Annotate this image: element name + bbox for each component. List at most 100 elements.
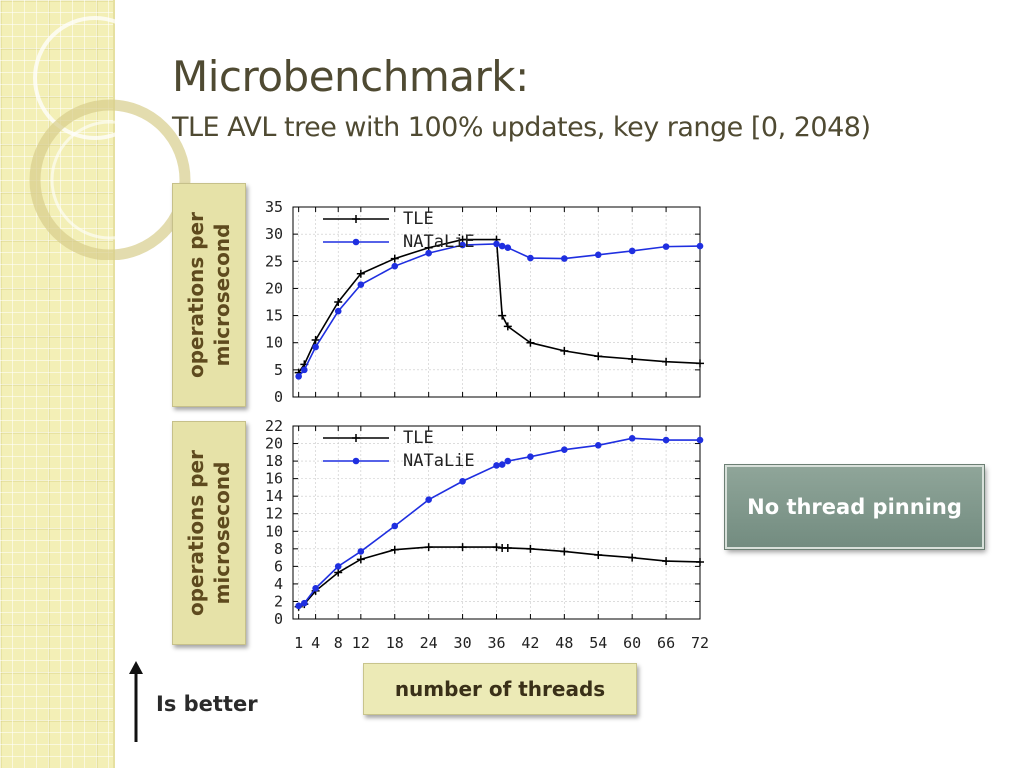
data-point-natalie — [425, 249, 432, 257]
data-point-tle — [662, 357, 671, 366]
chart-top-with-pinning: 0 5 10 15 20 25 30 35 TLE NATaLiE — [265, 198, 704, 405]
legend-marker-tle — [352, 215, 360, 223]
data-point-natalie — [334, 563, 342, 570]
x-axis-label: number of threads — [394, 677, 606, 701]
data-point-natalie — [504, 244, 512, 252]
y-axis-label-top: operations per microsecond — [184, 212, 234, 378]
data-point-natalie — [295, 373, 302, 380]
data-point-tle — [503, 543, 512, 552]
x-tick-label: 12 — [352, 634, 370, 652]
data-point-tle — [356, 269, 365, 278]
x-tick-label: 42 — [521, 634, 539, 652]
legend-label-natalie: NATaLiE — [403, 451, 475, 471]
series-line-tle — [297, 238, 701, 374]
y-tick-label: 18 — [265, 452, 283, 470]
data-point-tle — [526, 338, 535, 347]
data-point-natalie — [628, 434, 636, 442]
data-point-natalie — [504, 457, 512, 465]
data-point-natalie — [561, 446, 568, 453]
decorative-circles — [29, 16, 191, 260]
y-tick-label: 6 — [274, 557, 283, 575]
data-point-tle — [498, 311, 507, 320]
data-point-natalie — [493, 240, 500, 248]
data-point-natalie — [498, 242, 506, 250]
y-tick-label: 10 — [265, 522, 283, 540]
legend-label-tle: TLE — [403, 209, 434, 229]
data-point-natalie — [425, 496, 432, 503]
data-point-tle — [503, 322, 512, 331]
legend-label-tle: TLE — [403, 428, 434, 448]
data-point-tle — [492, 543, 501, 552]
data-point-tle — [594, 550, 603, 559]
data-point-tle — [628, 553, 637, 562]
data-point-natalie — [662, 243, 670, 250]
legend-label-natalie: NATaLiE — [403, 232, 475, 252]
y-tick-label: 0 — [274, 610, 283, 628]
data-point-natalie — [696, 436, 704, 444]
is-better-label: Is better — [156, 692, 258, 716]
x-tick-label: 4 — [311, 634, 320, 652]
y-tick-label: 5 — [274, 361, 283, 379]
y-tick-label: 22 — [265, 417, 283, 435]
x-tick-label: 24 — [420, 634, 438, 652]
data-point-natalie — [527, 254, 534, 262]
y-axis-label-box-bottom: operations per microsecond — [172, 421, 246, 645]
data-point-natalie — [696, 242, 704, 250]
data-point-tle — [458, 543, 467, 552]
note-text: No thread pinning — [747, 495, 962, 519]
data-point-natalie — [301, 366, 308, 374]
data-point-natalie — [391, 262, 399, 270]
y-tick-label: 14 — [265, 487, 283, 505]
data-point-natalie — [493, 462, 500, 469]
data-point-natalie — [527, 453, 534, 461]
x-tick-label: 60 — [623, 634, 641, 652]
data-point-natalie — [391, 522, 399, 530]
y-tick-label: 8 — [274, 540, 283, 558]
note-box: No thread pinning — [724, 464, 985, 550]
x-tick-label: 18 — [386, 634, 404, 652]
y-tick-label: 10 — [265, 334, 283, 352]
y-tick-label: 20 — [265, 279, 283, 297]
data-point-tle — [560, 547, 569, 556]
slide-title: Microbenchmark: — [172, 52, 529, 101]
data-point-tle — [390, 545, 399, 554]
y-tick-label: 35 — [265, 198, 283, 216]
data-point-natalie — [357, 548, 365, 555]
x-tick-label: 54 — [589, 634, 607, 652]
data-point-tle — [696, 359, 704, 368]
data-point-tle — [662, 557, 671, 566]
y-tick-label: 30 — [265, 225, 283, 243]
data-point-natalie — [594, 442, 602, 449]
data-point-tle — [311, 336, 320, 344]
data-point-natalie — [295, 602, 302, 610]
data-point-tle — [424, 543, 433, 552]
data-point-tle — [628, 355, 637, 363]
x-tick-label: 72 — [691, 634, 709, 652]
y-tick-label: 20 — [265, 435, 283, 453]
x-tick-label: 66 — [657, 634, 675, 652]
data-point-natalie — [334, 307, 342, 315]
x-tick-label: 48 — [555, 634, 573, 652]
y-tick-label: 4 — [274, 575, 283, 593]
data-point-tle — [334, 568, 343, 577]
data-point-natalie — [312, 584, 319, 592]
data-point-tle — [390, 254, 399, 263]
data-point-tle — [696, 557, 704, 566]
x-tick-label: 36 — [487, 634, 505, 652]
x-tick-label: 8 — [334, 634, 343, 652]
x-tick-label: 1 — [294, 634, 303, 652]
up-arrow-icon — [129, 661, 143, 742]
y-tick-label: 0 — [274, 388, 283, 405]
y-axis-label-bottom: operations per microsecond — [184, 450, 234, 616]
sidebar-divider — [113, 0, 115, 768]
y-tick-label: 2 — [274, 592, 283, 610]
y-tick-label: 15 — [265, 307, 283, 325]
data-point-natalie — [561, 255, 568, 262]
legend-marker-natalie — [352, 238, 360, 246]
data-point-natalie — [357, 281, 365, 288]
legend-marker-natalie — [352, 457, 360, 465]
data-point-natalie — [498, 461, 506, 468]
legend-marker-tle — [352, 434, 360, 442]
plot-frame — [292, 206, 701, 398]
